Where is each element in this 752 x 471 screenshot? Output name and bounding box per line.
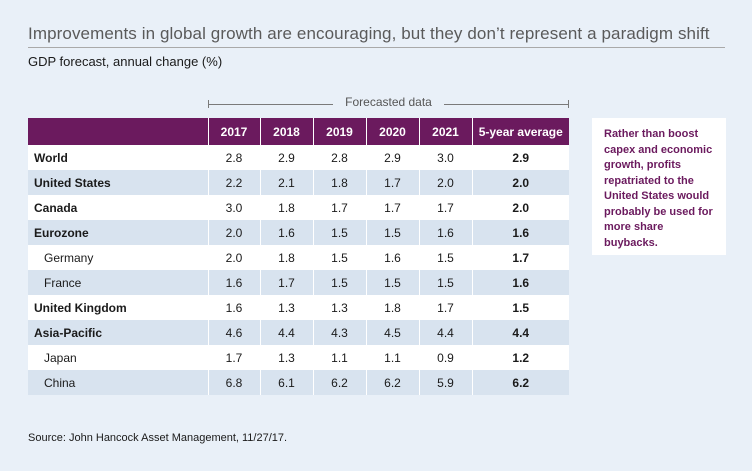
value-cell: 1.5 (366, 220, 420, 245)
value-cell: 1.7 (366, 195, 420, 220)
value-cell: 1.8 (260, 245, 314, 270)
country-cell: Asia-Pacific (28, 320, 209, 345)
country-cell: Canada (28, 195, 209, 220)
bracket-left-line (208, 104, 333, 105)
source-note: Source: John Hancock Asset Management, 1… (28, 432, 288, 444)
callout-box: Rather than boost capex and economic gro… (592, 118, 726, 255)
average-cell: 2.0 (472, 170, 569, 195)
table-row: Japan 1.7 1.3 1.1 1.1 0.9 1.2 (28, 345, 569, 370)
value-cell: 1.6 (419, 220, 473, 245)
country-cell: China (28, 370, 209, 395)
value-cell: 4.3 (313, 320, 367, 345)
value-cell: 1.5 (419, 245, 473, 270)
value-cell: 2.0 (419, 170, 473, 195)
value-cell: 1.6 (208, 295, 261, 320)
value-cell: 3.0 (419, 145, 473, 170)
country-cell: World (28, 145, 209, 170)
header-col: 2019 (313, 118, 367, 145)
bracket-right-line (444, 104, 569, 105)
value-cell: 1.7 (366, 170, 420, 195)
table-header-row: 2017 2018 2019 2020 2021 5-year average (28, 118, 569, 145)
value-cell: 1.8 (313, 170, 367, 195)
forecast-bracket: Forecasted data (208, 95, 569, 111)
value-cell: 1.5 (313, 245, 367, 270)
header-col: 2020 (366, 118, 420, 145)
header-col: 2021 (419, 118, 473, 145)
value-cell: 2.9 (260, 145, 314, 170)
value-cell: 2.0 (208, 220, 261, 245)
country-cell: Germany (28, 245, 209, 270)
average-cell: 1.5 (472, 295, 569, 320)
value-cell: 1.6 (208, 270, 261, 295)
value-cell: 6.2 (366, 370, 420, 395)
table-row: United Kingdom 1.6 1.3 1.3 1.8 1.7 1.5 (28, 295, 569, 320)
value-cell: 2.2 (208, 170, 261, 195)
value-cell: 1.7 (419, 295, 473, 320)
chart-subtitle: GDP forecast, annual change (%) (28, 54, 223, 69)
table-row: China 6.8 6.1 6.2 6.2 5.9 6.2 (28, 370, 569, 395)
value-cell: 1.8 (260, 195, 314, 220)
value-cell: 1.5 (366, 270, 420, 295)
value-cell: 2.8 (313, 145, 367, 170)
average-cell: 4.4 (472, 320, 569, 345)
country-cell: United Kingdom (28, 295, 209, 320)
country-cell: Eurozone (28, 220, 209, 245)
title-divider (28, 47, 725, 48)
value-cell: 4.4 (260, 320, 314, 345)
country-cell: Japan (28, 345, 209, 370)
average-cell: 6.2 (472, 370, 569, 395)
value-cell: 1.3 (260, 295, 314, 320)
value-cell: 1.7 (208, 345, 261, 370)
table-row: Canada 3.0 1.8 1.7 1.7 1.7 2.0 (28, 195, 569, 220)
value-cell: 1.1 (366, 345, 420, 370)
value-cell: 1.3 (260, 345, 314, 370)
average-cell: 1.6 (472, 270, 569, 295)
value-cell: 1.5 (313, 270, 367, 295)
average-cell: 2.9 (472, 145, 569, 170)
header-col: 2017 (208, 118, 261, 145)
value-cell: 1.7 (419, 195, 473, 220)
header-col: 2018 (260, 118, 314, 145)
table-row: United States 2.2 2.1 1.8 1.7 2.0 2.0 (28, 170, 569, 195)
value-cell: 1.6 (366, 245, 420, 270)
table-row: Asia-Pacific 4.6 4.4 4.3 4.5 4.4 4.4 (28, 320, 569, 345)
value-cell: 1.1 (313, 345, 367, 370)
value-cell: 4.5 (366, 320, 420, 345)
value-cell: 2.0 (208, 245, 261, 270)
country-cell: France (28, 270, 209, 295)
value-cell: 1.3 (313, 295, 367, 320)
value-cell: 6.1 (260, 370, 314, 395)
header-col: 5-year average (472, 118, 569, 145)
header-country (28, 118, 209, 145)
value-cell: 1.7 (313, 195, 367, 220)
table-row: Eurozone 2.0 1.6 1.5 1.5 1.6 1.6 (28, 220, 569, 245)
value-cell: 4.6 (208, 320, 261, 345)
value-cell: 1.5 (419, 270, 473, 295)
average-cell: 2.0 (472, 195, 569, 220)
bracket-right-tick (568, 100, 569, 108)
average-cell: 1.7 (472, 245, 569, 270)
value-cell: 5.9 (419, 370, 473, 395)
value-cell: 1.6 (260, 220, 314, 245)
gdp-table: 2017 2018 2019 2020 2021 5-year average World… (28, 118, 569, 395)
value-cell: 2.8 (208, 145, 261, 170)
value-cell: 1.8 (366, 295, 420, 320)
country-cell: United States (28, 170, 209, 195)
table-row: Germany 2.0 1.8 1.5 1.6 1.5 1.7 (28, 245, 569, 270)
forecast-label: Forecasted data (339, 95, 438, 109)
value-cell: 1.7 (260, 270, 314, 295)
value-cell: 4.4 (419, 320, 473, 345)
value-cell: 0.9 (419, 345, 473, 370)
value-cell: 6.2 (313, 370, 367, 395)
average-cell: 1.6 (472, 220, 569, 245)
table-row: France 1.6 1.7 1.5 1.5 1.5 1.6 (28, 270, 569, 295)
value-cell: 3.0 (208, 195, 261, 220)
value-cell: 1.5 (313, 220, 367, 245)
chart-title: Improvements in global growth are encour… (28, 24, 710, 43)
value-cell: 2.1 (260, 170, 314, 195)
value-cell: 2.9 (366, 145, 420, 170)
value-cell: 6.8 (208, 370, 261, 395)
average-cell: 1.2 (472, 345, 569, 370)
table-row: World 2.8 2.9 2.8 2.9 3.0 2.9 (28, 145, 569, 170)
